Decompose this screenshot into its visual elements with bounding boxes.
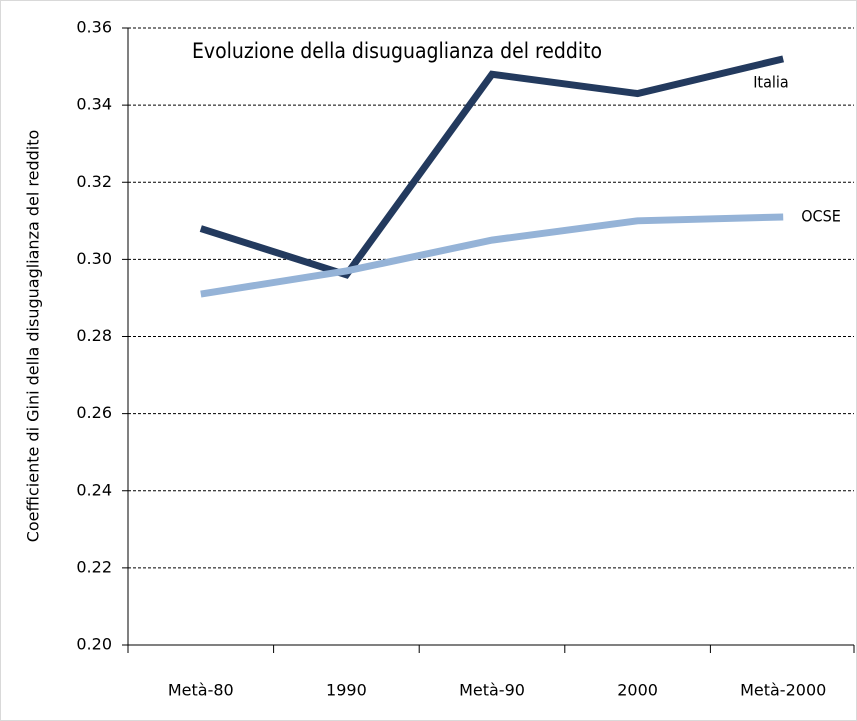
y-tick-label: 0.20 — [76, 635, 112, 654]
y-tick-label: 0.22 — [76, 557, 112, 576]
x-tick-label: Metà-90 — [459, 681, 525, 700]
y-tick-label: 0.24 — [76, 480, 112, 499]
y-axis-label: Coefficiente di Gini della disuguaglianz… — [24, 130, 43, 543]
y-tick-label: 0.34 — [76, 95, 112, 114]
line-series — [200, 213, 784, 298]
x-tick-label: Metà-80 — [168, 681, 234, 700]
line-series — [199, 55, 785, 279]
x-tick-label: Metà-2000 — [740, 681, 826, 700]
y-tick-label: 0.28 — [76, 326, 112, 345]
y-tick-label: 0.26 — [76, 403, 112, 422]
series-label: Italia — [753, 72, 789, 91]
chart-title: Evoluzione della disuguaglianza del redd… — [192, 39, 602, 63]
y-tick-label: 0.32 — [76, 172, 112, 191]
x-tick-label: 2000 — [617, 681, 658, 700]
y-tick-label: 0.36 — [76, 18, 112, 37]
series-label: OCSE — [801, 206, 841, 225]
x-tick-label: 1990 — [326, 681, 367, 700]
y-tick-label: 0.30 — [76, 249, 112, 268]
